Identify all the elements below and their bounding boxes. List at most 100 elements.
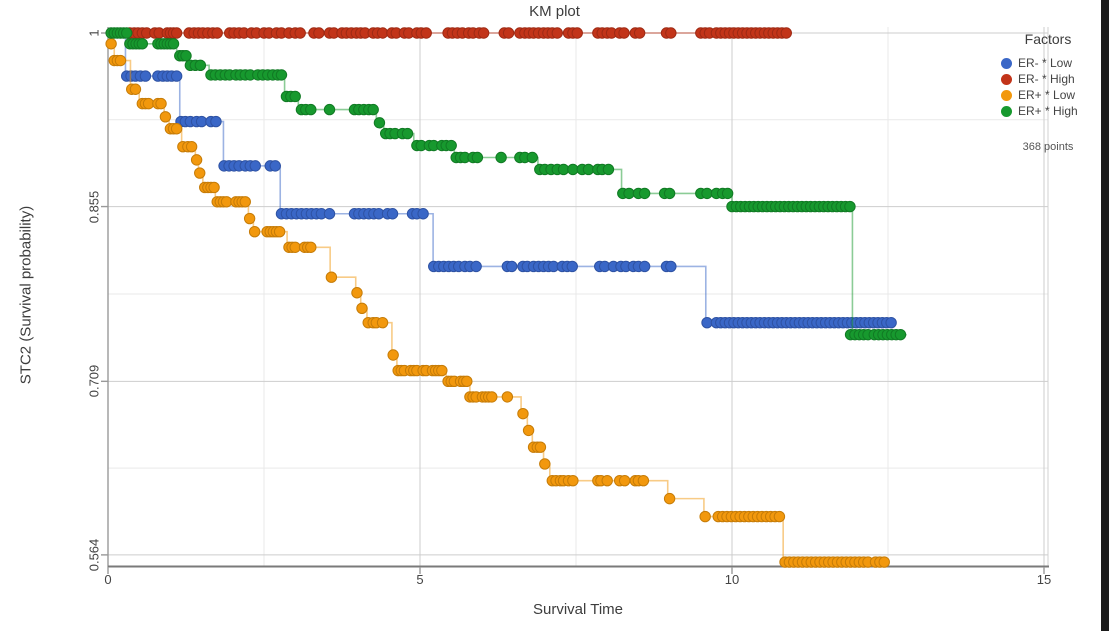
- data-point[interactable]: [275, 69, 288, 81]
- data-point[interactable]: [294, 27, 306, 39]
- data-point[interactable]: [436, 364, 448, 377]
- data-point[interactable]: [844, 200, 856, 213]
- data-point[interactable]: [180, 50, 192, 62]
- data-point[interactable]: [486, 391, 498, 403]
- data-point[interactable]: [567, 163, 579, 176]
- data-point[interactable]: [194, 167, 206, 179]
- data-point[interactable]: [305, 241, 317, 253]
- data-point[interactable]: [249, 160, 261, 172]
- data-point[interactable]: [477, 27, 490, 39]
- data-point[interactable]: [170, 70, 183, 82]
- data-point[interactable]: [618, 27, 630, 39]
- data-point[interactable]: [170, 27, 183, 39]
- data-point[interactable]: [878, 556, 890, 568]
- data-point[interactable]: [601, 474, 613, 487]
- data-point[interactable]: [623, 187, 635, 200]
- data-point[interactable]: [289, 90, 301, 103]
- legend-item-er+-low[interactable]: ER+ * Low: [992, 87, 1104, 103]
- data-point[interactable]: [376, 27, 389, 39]
- legend-item-er--high[interactable]: ER- * High: [992, 71, 1104, 87]
- data-point[interactable]: [194, 59, 207, 72]
- data-point[interactable]: [121, 27, 133, 39]
- data-point[interactable]: [243, 212, 256, 225]
- data-point[interactable]: [721, 187, 734, 200]
- data-point[interactable]: [167, 38, 180, 50]
- data-point[interactable]: [566, 260, 578, 273]
- data-point[interactable]: [780, 27, 792, 39]
- data-point[interactable]: [269, 160, 281, 172]
- data-point[interactable]: [142, 97, 155, 110]
- data-point[interactable]: [551, 27, 563, 39]
- data-point[interactable]: [289, 241, 301, 253]
- data-point[interactable]: [273, 226, 286, 238]
- data-point[interactable]: [582, 163, 595, 176]
- data-point[interactable]: [190, 154, 203, 166]
- data-point[interactable]: [155, 97, 167, 110]
- data-point[interactable]: [159, 111, 172, 123]
- data-point[interactable]: [461, 375, 473, 388]
- data-point[interactable]: [105, 38, 117, 50]
- data-point[interactable]: [501, 391, 514, 403]
- data-point[interactable]: [210, 115, 222, 128]
- data-point[interactable]: [323, 208, 336, 220]
- data-point[interactable]: [387, 349, 399, 361]
- data-point[interactable]: [208, 181, 220, 194]
- data-point[interactable]: [211, 27, 223, 39]
- data-point[interactable]: [522, 424, 535, 437]
- data-point[interactable]: [885, 316, 897, 329]
- data-point[interactable]: [114, 54, 127, 67]
- data-point[interactable]: [618, 474, 631, 487]
- data-point[interactable]: [129, 83, 142, 95]
- data-point[interactable]: [773, 510, 786, 523]
- data-point[interactable]: [195, 115, 208, 128]
- data-point[interactable]: [373, 117, 386, 129]
- data-point[interactable]: [502, 27, 515, 39]
- data-point[interactable]: [185, 141, 198, 153]
- data-point[interactable]: [305, 103, 317, 116]
- data-point[interactable]: [894, 328, 907, 341]
- data-point[interactable]: [325, 271, 338, 283]
- data-point[interactable]: [470, 260, 482, 273]
- data-point[interactable]: [526, 151, 539, 164]
- data-point[interactable]: [136, 38, 149, 50]
- data-point[interactable]: [220, 196, 233, 208]
- data-point[interactable]: [386, 208, 399, 220]
- data-point[interactable]: [602, 163, 615, 176]
- data-point[interactable]: [170, 123, 183, 135]
- data-point[interactable]: [699, 510, 711, 523]
- data-point[interactable]: [517, 407, 529, 420]
- data-point[interactable]: [663, 492, 676, 505]
- data-point[interactable]: [567, 474, 579, 487]
- legend-item-er+-high[interactable]: ER+ * High: [992, 103, 1104, 119]
- data-point[interactable]: [633, 27, 646, 39]
- data-point[interactable]: [663, 187, 676, 200]
- data-point[interactable]: [471, 151, 484, 164]
- data-point[interactable]: [376, 316, 389, 329]
- data-point[interactable]: [701, 316, 713, 329]
- data-point[interactable]: [445, 139, 457, 152]
- data-point[interactable]: [557, 163, 570, 176]
- data-point[interactable]: [139, 70, 152, 82]
- data-point[interactable]: [248, 226, 261, 238]
- data-point[interactable]: [239, 196, 251, 208]
- data-point[interactable]: [313, 27, 325, 39]
- data-point[interactable]: [571, 27, 583, 39]
- data-point[interactable]: [701, 187, 713, 200]
- legend-item-er--low[interactable]: ER- * Low: [992, 55, 1104, 71]
- data-point[interactable]: [534, 441, 547, 453]
- data-point[interactable]: [420, 27, 432, 39]
- data-point[interactable]: [417, 208, 429, 220]
- data-point[interactable]: [323, 103, 336, 116]
- data-point[interactable]: [638, 260, 651, 273]
- data-point[interactable]: [637, 474, 650, 487]
- data-point[interactable]: [401, 127, 414, 140]
- data-point[interactable]: [638, 187, 651, 200]
- data-point[interactable]: [356, 302, 368, 315]
- data-point[interactable]: [665, 260, 677, 273]
- data-point[interactable]: [351, 287, 363, 299]
- data-point[interactable]: [539, 458, 551, 470]
- data-point[interactable]: [665, 27, 677, 39]
- data-point[interactable]: [506, 260, 518, 273]
- data-point[interactable]: [367, 103, 379, 116]
